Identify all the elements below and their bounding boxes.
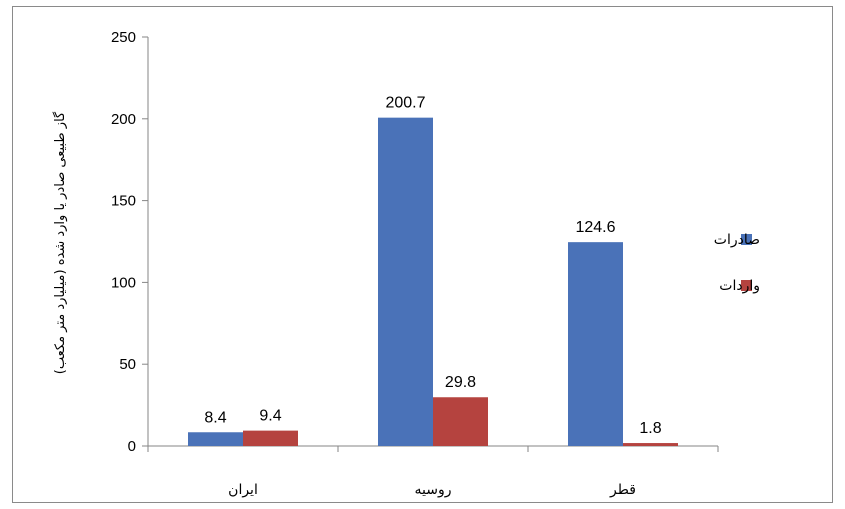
- bar: [243, 430, 298, 446]
- data-label: 8.4: [204, 409, 226, 426]
- x-category-label: قطر: [609, 482, 636, 498]
- bar: [568, 242, 623, 446]
- legend-swatch: [741, 280, 752, 291]
- data-label: 200.7: [385, 95, 425, 112]
- y-tick-label: 0: [128, 438, 136, 455]
- legend-label: صادرات: [714, 232, 760, 248]
- y-tick-label: 100: [111, 274, 136, 291]
- x-category-label: روسیه: [415, 482, 452, 498]
- legend-label: واردات: [719, 278, 760, 294]
- x-category-label: ایران: [228, 482, 258, 498]
- y-axis: 0 50 100 150 200 250: [111, 29, 149, 455]
- bar: [188, 432, 243, 446]
- legend: صادرات واردات: [714, 232, 760, 294]
- bars: [188, 117, 678, 447]
- y-tick-label: 50: [119, 356, 136, 373]
- data-label: 29.8: [445, 374, 476, 391]
- bar: [623, 443, 678, 446]
- y-tick-label: 150: [111, 193, 136, 210]
- data-label: 124.6: [575, 219, 615, 236]
- y-tick-label: 200: [111, 111, 136, 128]
- data-label: 9.4: [259, 408, 281, 425]
- data-labels: 8.4 9.4 200.7 29.8 124.6 1.8: [204, 95, 661, 437]
- y-axis-label: گاز طبیعی صادر یا وارد شده (میلیارد متر …: [52, 111, 68, 374]
- data-label: 1.8: [639, 420, 661, 437]
- legend-swatch: [741, 234, 752, 245]
- bar: [378, 117, 433, 447]
- bar: [433, 397, 488, 446]
- x-axis: ایران روسیه قطر: [147, 445, 719, 498]
- y-tick-label: 250: [111, 29, 136, 46]
